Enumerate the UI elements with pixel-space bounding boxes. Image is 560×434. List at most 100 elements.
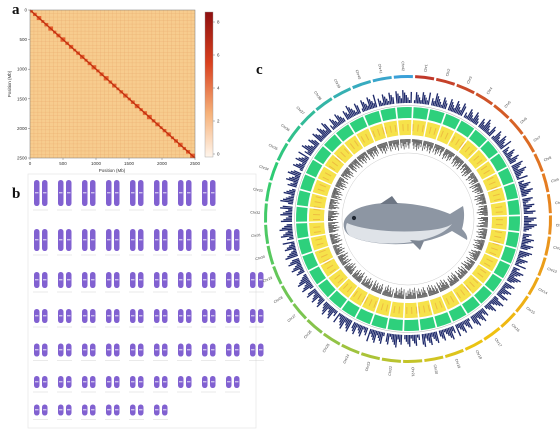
gene-density-bar <box>456 106 461 115</box>
gene-density-bar <box>385 98 389 105</box>
repeat-density-bar <box>336 182 347 189</box>
density-band <box>429 296 447 315</box>
chromosome-pair <box>33 180 48 211</box>
ideogram-arc <box>533 153 544 173</box>
gene-density-bar <box>403 92 406 104</box>
density-band <box>462 274 483 294</box>
repeat-density-bar <box>346 167 350 171</box>
gene-density-bar <box>410 91 413 104</box>
centromere <box>83 381 87 383</box>
repeat-density-bar <box>464 263 471 270</box>
gene-density-bar <box>339 315 345 323</box>
repeat-density-bar <box>390 294 392 298</box>
gc-band <box>364 110 382 126</box>
repeat-density-bar <box>473 257 477 261</box>
chromosome-pair <box>153 180 168 211</box>
repeat-density-bar <box>450 277 456 285</box>
centromere <box>179 279 183 281</box>
gene-density-bar <box>493 296 504 307</box>
repeat-density-bar <box>328 226 335 228</box>
repeat-density-bar <box>356 275 361 281</box>
repeat-density-bar <box>468 178 478 185</box>
gene-density-bar <box>284 225 293 228</box>
gene-density-bar <box>288 196 295 199</box>
repeat-density-bar <box>462 165 469 171</box>
gene-density-bar <box>435 96 440 107</box>
gene-density-bar <box>285 231 293 234</box>
chromosome-label: Chr2 <box>445 68 451 77</box>
repeat-density-bar <box>347 269 352 273</box>
repeat-density-bar <box>343 170 351 176</box>
centromere <box>115 239 119 241</box>
gene-density-bar <box>315 133 323 142</box>
repeat-density-bar <box>381 143 387 154</box>
density-band <box>424 121 441 140</box>
repeat-density-bar <box>341 258 349 264</box>
density-highlight <box>393 305 396 314</box>
repeat-density-bar <box>354 158 363 168</box>
density-highlight <box>319 183 327 188</box>
gene-density-bar <box>289 236 294 239</box>
repeat-density-bar <box>480 224 488 227</box>
repeat-density-bar <box>338 252 348 259</box>
repeat-density-bar <box>332 192 340 196</box>
circos-chromosome-segment: Chr1 <box>411 64 435 151</box>
gene-density-bar <box>289 251 298 256</box>
gene-density-bar <box>291 266 303 273</box>
gene-density-bar <box>518 253 527 258</box>
gene-density-bar <box>333 312 341 323</box>
gene-density-bar <box>328 118 337 129</box>
centromere <box>251 279 255 281</box>
density-highlight <box>326 264 334 270</box>
centromere <box>91 279 95 281</box>
gene-density-bar <box>508 276 518 283</box>
gc-band <box>355 308 374 325</box>
chromosome-pair <box>177 229 192 256</box>
density-band <box>356 128 375 148</box>
repeat-density-bar <box>453 157 460 164</box>
repeat-density-bar <box>363 278 369 286</box>
centromere <box>251 315 255 317</box>
gene-density-bar <box>451 325 456 334</box>
density-highlight <box>477 272 484 278</box>
gene-density-bar <box>291 195 295 197</box>
repeat-density-bar <box>444 284 448 289</box>
chromosome-pair <box>225 376 240 393</box>
gene-density-bar <box>501 287 512 296</box>
hic-y-tick-label: 0 <box>24 8 27 13</box>
centromere <box>115 409 119 411</box>
gene-density-bar <box>285 254 299 261</box>
chromosome-label: Chr35 <box>268 143 279 151</box>
gene-density-bar <box>285 197 294 200</box>
gene-density-bar <box>523 209 528 211</box>
gene-density-bar <box>316 299 325 308</box>
gene-density-bar <box>521 239 532 243</box>
density-highlight <box>313 208 321 211</box>
repeat-density-bar <box>331 195 337 198</box>
ideogram-arc <box>372 75 392 83</box>
chromosome-label: Chr13 <box>547 267 558 274</box>
gene-density-bar <box>519 250 533 256</box>
repeat-density-bar <box>471 177 477 182</box>
repeat-density-bar <box>467 262 473 267</box>
gc-band <box>428 109 445 124</box>
repeat-density-bar <box>426 287 430 297</box>
repeat-density-bar <box>332 244 338 247</box>
gene-density-bar <box>381 94 386 106</box>
gene-density-bar <box>301 275 308 279</box>
ideogram-arc <box>287 125 301 143</box>
gene-density-bar <box>323 123 332 133</box>
repeat-density-bar <box>426 141 428 145</box>
repeat-density-bar <box>386 141 389 149</box>
repeat-density-bar <box>332 190 338 193</box>
density-highlight <box>331 161 339 167</box>
chromosome-label: Chr22 <box>388 366 393 376</box>
centromere <box>227 349 231 351</box>
gene-density-bar <box>293 182 298 185</box>
repeat-density-bar <box>479 230 487 233</box>
ideogram-arc <box>456 83 475 95</box>
gene-density-bar <box>523 226 532 229</box>
gene-density-bar <box>479 121 485 129</box>
chromosome-label: Chr7 <box>533 135 542 143</box>
gene-density-bar <box>334 114 342 125</box>
